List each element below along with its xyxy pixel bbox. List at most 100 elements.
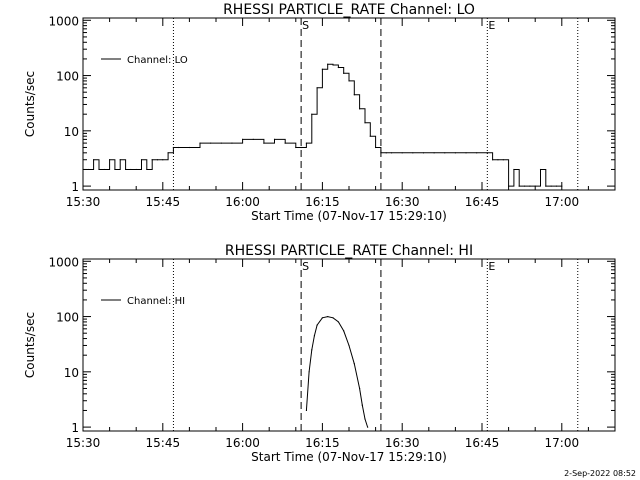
panel-1-data-point bbox=[534, 185, 536, 187]
panel-1-data-point bbox=[321, 68, 323, 70]
panel-1-data-point bbox=[295, 146, 297, 149]
panel-2-data-point bbox=[364, 418, 366, 420]
panel-1-data-point bbox=[188, 146, 190, 149]
panel-2-data-point bbox=[348, 344, 350, 347]
panel-2-title: RHESSI PARTICLE_RATE Channel: HI bbox=[225, 243, 473, 259]
panel-1-y-tick-label-2: 100 bbox=[56, 70, 79, 84]
panel-1-data-point bbox=[518, 185, 520, 187]
panel-1-data-point bbox=[492, 159, 494, 161]
panel-2-x-tick-label-2: 16:00 bbox=[225, 436, 260, 450]
panel-1-series-line-0 bbox=[83, 63, 562, 187]
panel-2-x-tick-label-1: 15:45 bbox=[146, 436, 181, 450]
panel-1-data-point bbox=[140, 159, 143, 161]
panel-1-data-point bbox=[359, 108, 361, 110]
panel-1-data-point bbox=[114, 168, 116, 171]
panel-2-y-tick-label-3: 1000 bbox=[48, 255, 79, 269]
panel-1-data-point bbox=[178, 146, 180, 149]
panel-2-x-tick-label-3: 16:15 bbox=[305, 436, 340, 450]
panel-1-data-point bbox=[263, 142, 265, 144]
panel-1-data-point bbox=[353, 94, 355, 96]
panel-1-data-point bbox=[539, 168, 542, 171]
panel-1-data-point bbox=[135, 168, 137, 171]
panel-1-x-tick-label-5: 16:45 bbox=[465, 195, 500, 209]
panel-1-x-tick-label-1: 15:45 bbox=[146, 195, 181, 209]
panel-1-data-point bbox=[369, 135, 371, 137]
panel-1-y-tick-label-0: 1 bbox=[71, 180, 79, 194]
panel-1-data-point bbox=[375, 146, 377, 149]
panel-1-data-point bbox=[380, 152, 382, 154]
panel-1-data-point bbox=[465, 152, 467, 154]
panel-1-data-point bbox=[103, 168, 105, 171]
panel-1-data-point bbox=[220, 142, 222, 144]
panel-1-data-point bbox=[273, 138, 276, 140]
panel-1-axes-frame bbox=[82, 17, 616, 191]
panel-2-x-tick-label-5: 16:45 bbox=[465, 436, 500, 450]
panel-2-data-point bbox=[343, 330, 345, 332]
panel-1-y-axis-label: Counts/sec bbox=[23, 71, 37, 137]
panel-1-data-point bbox=[454, 152, 456, 154]
panel-1-data-point bbox=[513, 168, 515, 171]
panel-1-data-point bbox=[401, 152, 403, 154]
panel-1-marker-label-S: S bbox=[302, 19, 309, 32]
panel-1-data-point bbox=[98, 168, 100, 171]
panel-2-data-point bbox=[332, 317, 334, 319]
panel-1-data-point bbox=[529, 185, 531, 187]
panel-2-data-point bbox=[308, 371, 310, 373]
panel-1-data-point bbox=[316, 87, 318, 89]
footer-date: 2-Sep-2022 08:52 bbox=[564, 469, 636, 478]
panel-1-data-point bbox=[550, 185, 552, 187]
panel-2-y-axis-label: Counts/sec bbox=[23, 312, 37, 378]
panel-2-data-point bbox=[327, 315, 329, 318]
panel-1-data-point bbox=[390, 152, 393, 154]
panel-1-data-point bbox=[109, 159, 111, 161]
panel-1-data-point bbox=[146, 168, 148, 171]
panel-1-data-point bbox=[284, 142, 286, 144]
panel-1-title: RHESSI PARTICLE_RATE Channel: LO bbox=[223, 2, 475, 18]
panel-2-x-tick-label-6: 17:00 bbox=[545, 436, 580, 450]
panel-2-series-line-0 bbox=[305, 316, 369, 428]
panel-1-data-point bbox=[199, 142, 201, 144]
panel-1-data-point bbox=[87, 168, 89, 171]
panel-1-data-point bbox=[497, 159, 499, 161]
panel-1-data-point bbox=[332, 64, 334, 66]
panel-1-data-point bbox=[561, 185, 563, 187]
panel-2-y-tick-label-1: 10 bbox=[64, 366, 79, 380]
panel-1-data-point bbox=[172, 146, 175, 149]
panel-1-data-point bbox=[422, 152, 425, 154]
panel-2-data-point bbox=[316, 324, 318, 326]
panel-1-data-point bbox=[486, 152, 488, 154]
panel-1-data-point bbox=[252, 138, 254, 140]
panel-1-data-point bbox=[305, 142, 308, 144]
panel-2-data-point bbox=[337, 321, 339, 323]
panel-2-y-tick-label-2: 100 bbox=[56, 311, 79, 325]
panel-2-data-point bbox=[353, 363, 355, 365]
panel-1-data-point bbox=[523, 185, 526, 187]
panel-1-data-point bbox=[162, 159, 164, 161]
panel-1-x-tick-label-3: 16:15 bbox=[305, 195, 340, 209]
panel-1-data-point bbox=[348, 80, 350, 82]
panel-2-y-tick-label-0: 1 bbox=[71, 421, 79, 435]
panel-2-data-point bbox=[305, 409, 308, 412]
panel-2-data-point bbox=[313, 335, 316, 337]
panel-1-data-point bbox=[93, 159, 95, 161]
panel-1-data-point bbox=[167, 152, 169, 154]
panel-1-x-tick-label-4: 16:30 bbox=[385, 195, 420, 209]
panel-1-data-point bbox=[502, 159, 504, 161]
panel-1-x-tick-label-2: 16:00 bbox=[225, 195, 260, 209]
panel-1-data-point bbox=[210, 142, 212, 144]
panel-1-data-point bbox=[343, 72, 345, 74]
panel-1-marker-label-E: E bbox=[488, 19, 495, 32]
panel-2-x-tick-label-4: 16:30 bbox=[385, 436, 420, 450]
panel-1-data-point bbox=[242, 138, 244, 140]
panel-2-legend-label: Channel: HI bbox=[127, 296, 185, 307]
panel-1-x-axis-label: Start Time (07-Nov-17 15:29:10) bbox=[251, 209, 447, 223]
panel-1-data-point bbox=[385, 152, 387, 154]
panel-1-data-point bbox=[151, 159, 153, 161]
panel-1-data-point bbox=[476, 152, 478, 154]
panel-1-y-tick-label-1: 10 bbox=[64, 125, 79, 139]
panel-1-data-point bbox=[555, 185, 558, 187]
panel-1-data-point bbox=[545, 185, 547, 187]
panel-2-marker-label-S: S bbox=[302, 260, 309, 273]
panel-1-data-point bbox=[156, 159, 159, 161]
